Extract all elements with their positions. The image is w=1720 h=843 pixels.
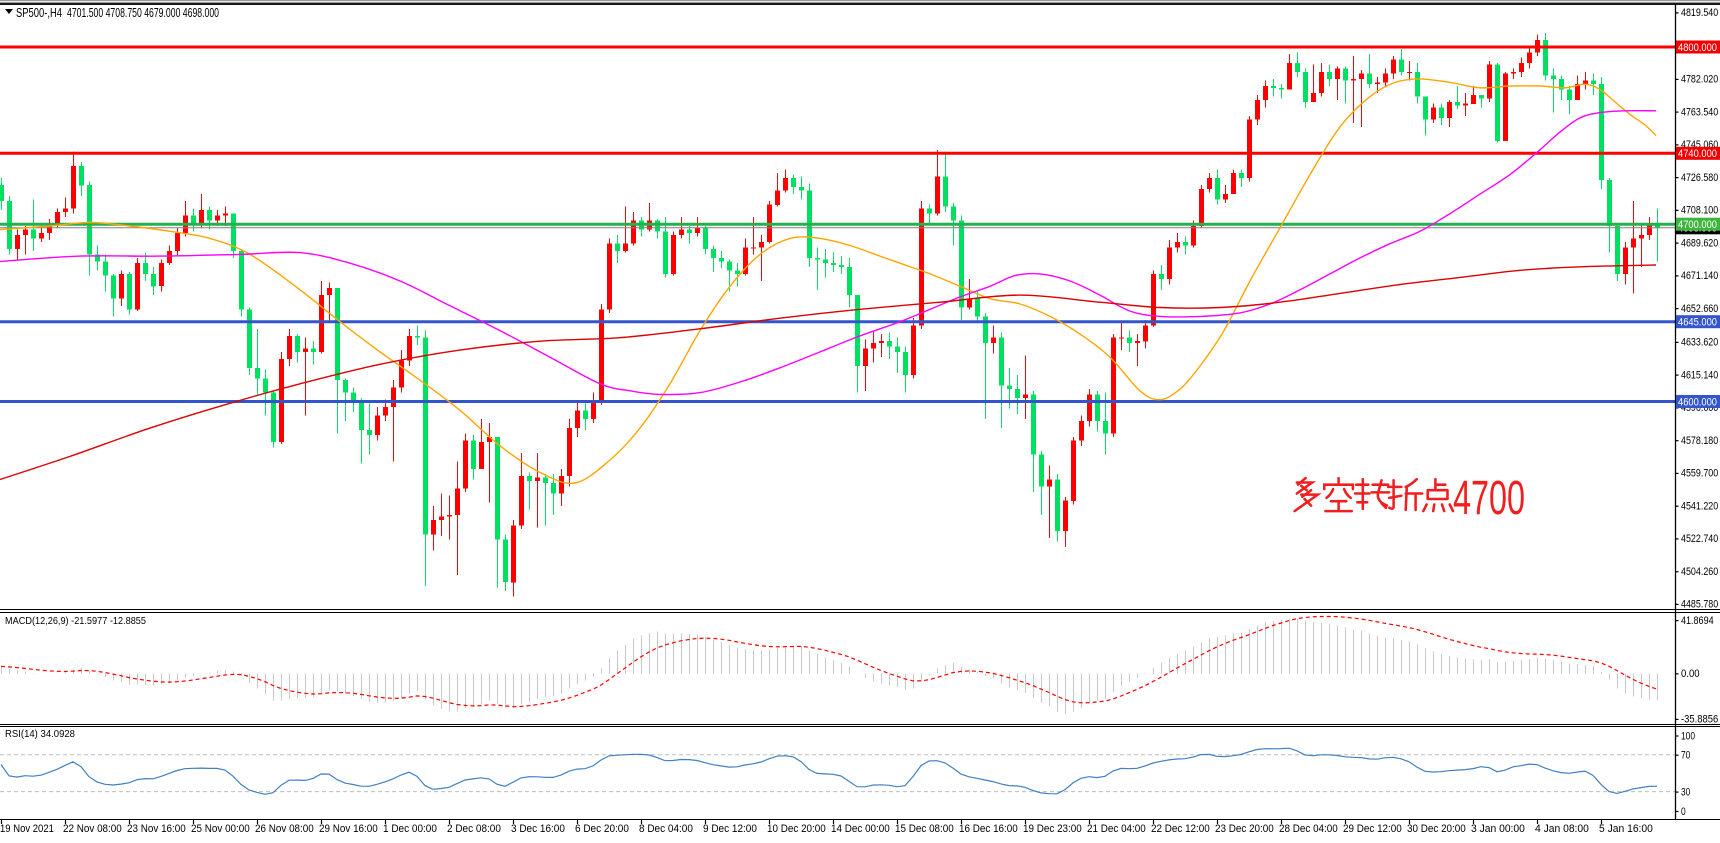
svg-text:4541.220: 4541.220 (1681, 501, 1718, 513)
svg-text:4578.180: 4578.180 (1681, 435, 1718, 447)
svg-text:70: 70 (1681, 750, 1690, 762)
svg-text:22 Dec 12:00: 22 Dec 12:00 (1151, 823, 1210, 835)
svg-text:4689.620: 4689.620 (1681, 237, 1718, 249)
svg-text:3 Jan 00:00: 3 Jan 00:00 (1471, 823, 1525, 835)
svg-text:4504.260: 4504.260 (1681, 566, 1718, 578)
svg-text:100: 100 (1681, 730, 1695, 742)
svg-text:25 Nov 00:00: 25 Nov 00:00 (191, 823, 250, 835)
svg-text:2 Dec 08:00: 2 Dec 08:00 (447, 823, 501, 835)
svg-text:SP500-,H4: SP500-,H4 (16, 6, 62, 20)
svg-text:4800.000: 4800.000 (1678, 42, 1717, 54)
svg-text:4740.000: 4740.000 (1678, 148, 1717, 160)
svg-text:22 Nov 08:00: 22 Nov 08:00 (63, 823, 122, 835)
svg-text:4700: 4700 (1453, 472, 1525, 525)
svg-text:26 Nov 08:00: 26 Nov 08:00 (255, 823, 314, 835)
svg-text:4522.740: 4522.740 (1681, 533, 1718, 545)
svg-text:4700.000: 4700.000 (1678, 219, 1717, 231)
svg-text:15 Dec 08:00: 15 Dec 08:00 (895, 823, 954, 835)
svg-text:19 Dec 23:00: 19 Dec 23:00 (1023, 823, 1082, 835)
svg-text:RSI(14) 34.0928: RSI(14) 34.0928 (5, 728, 75, 740)
svg-text:23 Nov 16:00: 23 Nov 16:00 (127, 823, 186, 835)
svg-text:4559.700: 4559.700 (1681, 468, 1718, 480)
svg-text:21 Dec 04:00: 21 Dec 04:00 (1087, 823, 1146, 835)
svg-text:4645.000: 4645.000 (1678, 317, 1717, 329)
svg-text:0.00: 0.00 (1681, 668, 1700, 680)
svg-text:4615.140: 4615.140 (1681, 369, 1718, 381)
svg-text:41.8694: 41.8694 (1681, 615, 1714, 627)
svg-text:MACD(12,26,9) -21.5977 -12.885: MACD(12,26,9) -21.5977 -12.8855 (5, 615, 146, 627)
svg-text:10 Dec 20:00: 10 Dec 20:00 (767, 823, 826, 835)
svg-text:3 Dec 16:00: 3 Dec 16:00 (511, 823, 565, 835)
svg-text:30 Dec 20:00: 30 Dec 20:00 (1407, 823, 1466, 835)
svg-text:0: 0 (1681, 806, 1686, 818)
svg-text:4819.540: 4819.540 (1681, 7, 1718, 19)
svg-text:29 Nov 16:00: 29 Nov 16:00 (319, 823, 378, 835)
svg-text:30: 30 (1681, 786, 1690, 798)
svg-text:8 Dec 04:00: 8 Dec 04:00 (639, 823, 693, 835)
svg-text:4763.540: 4763.540 (1681, 106, 1718, 118)
svg-text:4 Jan 08:00: 4 Jan 08:00 (1535, 823, 1589, 835)
svg-text:4708.100: 4708.100 (1681, 205, 1718, 217)
svg-text:-35.8856: -35.8856 (1681, 714, 1718, 726)
svg-text:19 Nov 2021: 19 Nov 2021 (0, 823, 54, 835)
svg-text:23 Dec 20:00: 23 Dec 20:00 (1215, 823, 1274, 835)
svg-text:5 Jan 16:00: 5 Jan 16:00 (1599, 823, 1653, 835)
svg-text:14 Dec 00:00: 14 Dec 00:00 (831, 823, 890, 835)
svg-text:4652.660: 4652.660 (1681, 303, 1718, 315)
svg-text:4671.140: 4671.140 (1681, 270, 1718, 282)
svg-text:4701.500 4708.750 4679.000 469: 4701.500 4708.750 4679.000 4698.000 (67, 6, 219, 20)
svg-text:29 Dec 12:00: 29 Dec 12:00 (1343, 823, 1402, 835)
svg-text:4485.780: 4485.780 (1681, 599, 1718, 611)
svg-text:28 Dec 04:00: 28 Dec 04:00 (1279, 823, 1338, 835)
svg-text:6 Dec 20:00: 6 Dec 20:00 (575, 823, 629, 835)
svg-text:4633.620: 4633.620 (1681, 337, 1718, 349)
svg-text:4782.020: 4782.020 (1681, 74, 1718, 86)
svg-text:16 Dec 16:00: 16 Dec 16:00 (959, 823, 1018, 835)
svg-text:4600.000: 4600.000 (1678, 396, 1717, 408)
svg-text:4726.580: 4726.580 (1681, 172, 1718, 184)
svg-text:9 Dec 12:00: 9 Dec 12:00 (703, 823, 757, 835)
svg-text:1 Dec 00:00: 1 Dec 00:00 (383, 823, 437, 835)
